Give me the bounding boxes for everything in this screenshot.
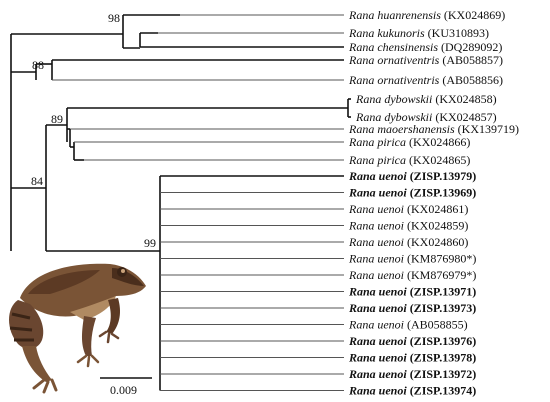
taxon-label: Rana uenoi (KM876979*) bbox=[348, 268, 476, 282]
support-value-chensinensis: 98 bbox=[108, 11, 120, 25]
taxon-species: Rana uenoi bbox=[348, 268, 404, 282]
taxon-accession: (KX024859) bbox=[404, 219, 468, 233]
taxon-species: Rana uenoi bbox=[348, 186, 407, 200]
support-value-pirica: 89 bbox=[51, 112, 63, 126]
taxon-species: Rana uenoi bbox=[348, 252, 404, 266]
taxon-accession: (KX024857) bbox=[432, 110, 496, 124]
taxon-species: Rana uenoi bbox=[348, 202, 404, 216]
taxon-label: Rana uenoi (ZISP.13978) bbox=[348, 351, 476, 365]
taxon-accession: (KM876979*) bbox=[404, 268, 476, 282]
taxon-species: Rana chensinensis bbox=[348, 40, 438, 54]
taxon-species: Rana maoershanensis bbox=[348, 122, 455, 136]
taxon-label: Rana maoershanensis (KX139719) bbox=[348, 122, 519, 136]
taxon-accession: (ZISP.13974) bbox=[407, 384, 477, 398]
scale-bar-label: 0.009 bbox=[110, 383, 137, 397]
taxon-species: Rana dybowskii bbox=[355, 110, 432, 124]
taxon-label: Rana uenoi (KX024860) bbox=[348, 235, 468, 249]
taxon-label: Rana pirica (KX024866) bbox=[348, 135, 470, 149]
taxon-species: Rana uenoi bbox=[348, 367, 407, 381]
taxon-species: Rana dybowskii bbox=[355, 92, 432, 106]
taxon-species: Rana uenoi bbox=[348, 318, 404, 332]
taxon-label: Rana pirica (KX024865) bbox=[348, 153, 470, 167]
taxon-accession: (ZISP.13976) bbox=[407, 334, 477, 348]
taxon-label: Rana uenoi (KX024859) bbox=[348, 219, 468, 233]
taxon-accession: (AB058855) bbox=[404, 318, 468, 332]
taxon-label: Rana uenoi (ZISP.13974) bbox=[348, 384, 476, 398]
taxon-accession: (AB058856) bbox=[439, 73, 503, 87]
taxon-species: Rana uenoi bbox=[348, 219, 404, 233]
taxon-species: Rana uenoi bbox=[348, 384, 407, 398]
taxon-accession: (KX024866) bbox=[406, 135, 470, 149]
support-value-uenoi: 99 bbox=[144, 236, 156, 250]
taxon-species: Rana pirica bbox=[348, 135, 406, 149]
taxon-species: Rana uenoi bbox=[348, 285, 407, 299]
taxon-accession: (ZISP.13969) bbox=[407, 186, 477, 200]
uenoi-leaf-branches bbox=[160, 175, 344, 391]
taxon-accession: (ZISP.13972) bbox=[407, 367, 477, 381]
support-value-ornativentris: 88 bbox=[32, 58, 44, 72]
taxon-accession: (KX139719) bbox=[455, 122, 519, 136]
tree-branches bbox=[10, 14, 351, 391]
taxon-label: Rana ornativentris (AB058857) bbox=[348, 53, 503, 67]
taxon-species: Rana uenoi bbox=[348, 235, 404, 249]
taxon-species: Rana uenoi bbox=[348, 169, 407, 183]
taxon-accession: (KX024869) bbox=[441, 8, 505, 22]
scale-bar: 0.009 bbox=[100, 377, 152, 397]
taxon-species: Rana ornativentris bbox=[348, 53, 440, 67]
taxon-label: Rana uenoi (ZISP.13972) bbox=[348, 367, 476, 381]
taxon-accession: (AB058857) bbox=[439, 53, 503, 67]
taxon-label: Rana dybowskii (KX024858) bbox=[355, 92, 497, 106]
taxon-species: Rana huanrenensis bbox=[348, 8, 441, 22]
frog-photo-icon bbox=[9, 263, 146, 394]
taxon-label: Rana ornativentris (AB058856) bbox=[348, 73, 503, 87]
taxon-label: Rana kukunoris (KU310893) bbox=[348, 26, 489, 40]
taxon-accession: (ZISP.13973) bbox=[407, 301, 477, 315]
taxon-accession: (KX024860) bbox=[404, 235, 468, 249]
support-values: 98 88 89 84 99 bbox=[31, 11, 156, 250]
taxon-label: Rana uenoi (ZISP.13971) bbox=[348, 285, 476, 299]
taxon-label: Rana chensinensis (DQ289092) bbox=[348, 40, 502, 54]
taxon-accession: (KU310893) bbox=[425, 26, 489, 40]
taxon-species: Rana pirica bbox=[348, 153, 406, 167]
taxon-accession: (KX024861) bbox=[404, 202, 468, 216]
taxon-label: Rana uenoi (KX024861) bbox=[348, 202, 468, 216]
support-value-main: 84 bbox=[31, 174, 43, 188]
taxon-label: Rana dybowskii (KX024857) bbox=[355, 110, 497, 124]
taxon-accession: (KX024865) bbox=[406, 153, 470, 167]
taxon-label: Rana uenoi (ZISP.13976) bbox=[348, 334, 476, 348]
taxon-accession: (KX024858) bbox=[432, 92, 496, 106]
taxon-label: Rana uenoi (ZISP.13973) bbox=[348, 301, 476, 315]
taxon-label: Rana uenoi (AB058855) bbox=[348, 318, 468, 332]
taxon-label: Rana uenoi (ZISP.13979) bbox=[348, 169, 476, 183]
taxon-species: Rana kukunoris bbox=[348, 26, 425, 40]
taxon-species: Rana uenoi bbox=[348, 351, 407, 365]
taxon-accession: (KM876980*) bbox=[404, 252, 476, 266]
taxon-accession: (ZISP.13978) bbox=[407, 351, 477, 365]
taxon-species: Rana uenoi bbox=[348, 301, 407, 315]
taxon-labels: Rana huanrenensis (KX024869) Rana kukunor… bbox=[348, 8, 519, 398]
taxon-label: Rana huanrenensis (KX024869) bbox=[348, 8, 505, 22]
taxon-species: Rana uenoi bbox=[348, 334, 407, 348]
taxon-label: Rana uenoi (KM876980*) bbox=[348, 252, 476, 266]
taxon-accession: (ZISP.13979) bbox=[407, 169, 477, 183]
taxon-species: Rana ornativentris bbox=[348, 73, 440, 87]
taxon-accession: (ZISP.13971) bbox=[407, 285, 477, 299]
taxon-label: Rana uenoi (ZISP.13969) bbox=[348, 186, 476, 200]
taxon-accession: (DQ289092) bbox=[438, 40, 502, 54]
